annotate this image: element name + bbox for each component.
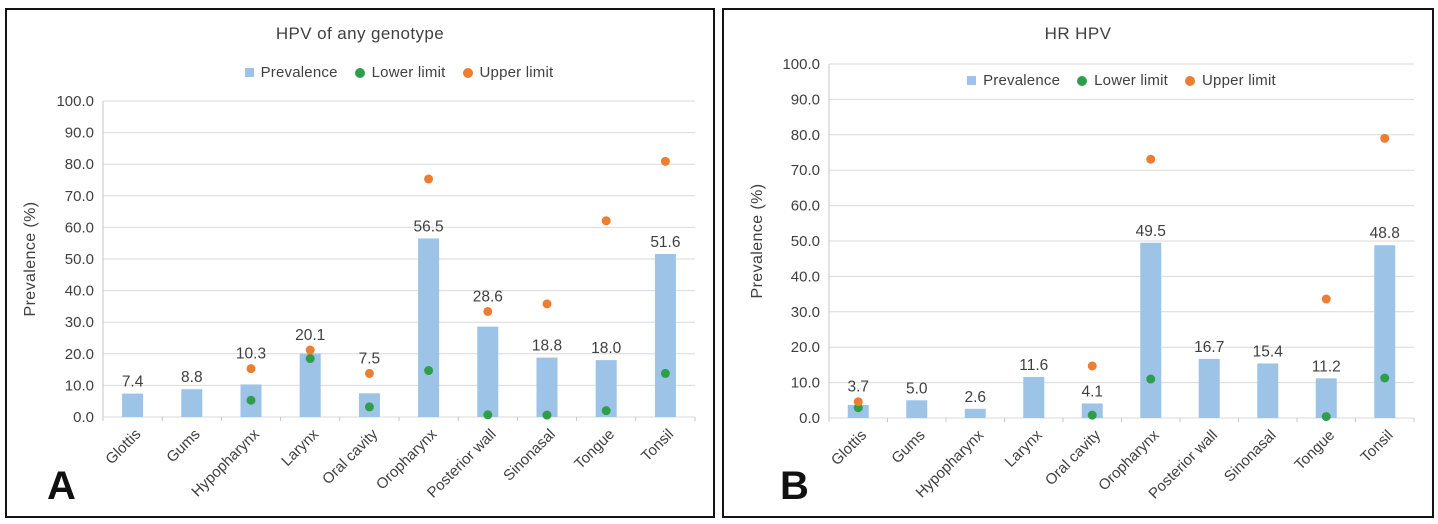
svg-text:100.0: 100.0	[782, 56, 820, 73]
chart-title-a: HPV of any genotype	[275, 24, 445, 43]
legend-label-prevalence: Prevalence	[983, 72, 1061, 89]
svg-text:60.0: 60.0	[791, 198, 820, 215]
svg-text:80.0: 80.0	[65, 156, 94, 173]
svg-text:Tongue: Tongue	[1291, 427, 1338, 474]
chart-title-b: HR HPV	[1044, 24, 1112, 43]
svg-text:Glottis: Glottis	[102, 426, 144, 468]
svg-text:7.4: 7.4	[122, 374, 144, 391]
svg-text:Oral cavity: Oral cavity	[1042, 426, 1104, 488]
svg-text:48.8: 48.8	[1370, 225, 1400, 242]
legend-item-prevalence: Prevalence	[967, 72, 1060, 89]
svg-text:40.0: 40.0	[791, 268, 820, 285]
svg-text:5.0: 5.0	[906, 380, 928, 397]
svg-text:30.0: 30.0	[65, 314, 94, 331]
svg-text:Sinonasal: Sinonasal	[500, 426, 559, 485]
svg-text:10.0: 10.0	[65, 377, 94, 394]
svg-text:90.0: 90.0	[791, 91, 820, 108]
svg-text:7.5: 7.5	[359, 350, 381, 367]
svg-text:11.2: 11.2	[1312, 358, 1341, 375]
panel-b: 0.0 10.0 20.0 30.0 40.0 50.0 60.0 70.0 80.0 90.0 1…	[722, 8, 1434, 518]
svg-text:90.0: 90.0	[65, 125, 94, 142]
panel-letter-b: B	[780, 464, 809, 508]
lower-limit-dot-icon	[1077, 75, 1088, 86]
legend-item-lower-limit: Lower limit	[354, 64, 446, 81]
svg-text:4.1: 4.1	[1081, 383, 1103, 400]
svg-text:51.6: 51.6	[650, 234, 680, 251]
lower-limit-dot-icon	[354, 67, 365, 78]
svg-text:50.0: 50.0	[65, 251, 94, 268]
svg-text:16.7: 16.7	[1194, 339, 1224, 356]
svg-text:Larynx: Larynx	[1002, 426, 1046, 470]
legend-item-upper-limit: Upper limit	[1185, 72, 1276, 89]
svg-text:70.0: 70.0	[65, 188, 94, 205]
prevalence-swatch-icon	[244, 68, 254, 77]
legend-label-upper-limit: Upper limit	[1202, 72, 1276, 89]
svg-text:80.0: 80.0	[791, 127, 820, 144]
svg-text:18.8: 18.8	[532, 338, 562, 355]
svg-text:Glottis: Glottis	[828, 427, 870, 469]
plot-area-b: 0.0 10.0 20.0 30.0 40.0 50.0 60.0 70.0 80.0 90.0 1…	[782, 56, 1415, 502]
svg-text:Gums: Gums	[163, 426, 203, 466]
panel-a: 0.0 10.0 20.0 30.0 40.0 50.0 60.0 70.0 80.0 90.0 1…	[5, 8, 715, 518]
svg-text:Tonsil: Tonsil	[638, 426, 677, 465]
upper-limit-dot-icon	[1185, 75, 1196, 86]
svg-text:Tonsil: Tonsil	[1357, 427, 1396, 466]
prevalence-swatch-icon	[967, 76, 977, 85]
svg-text:11.6: 11.6	[1019, 357, 1048, 374]
svg-text:20.0: 20.0	[65, 346, 94, 363]
svg-text:Larynx: Larynx	[278, 425, 322, 469]
svg-text:70.0: 70.0	[791, 162, 820, 179]
svg-text:Oral cavity: Oral cavity	[319, 425, 381, 487]
svg-text:Sinonasal: Sinonasal	[1221, 427, 1280, 486]
svg-text:30.0: 30.0	[791, 304, 820, 321]
svg-text:Gums: Gums	[888, 427, 928, 467]
svg-text:2.6: 2.6	[964, 389, 986, 406]
legend-label-lower-limit: Lower limit	[1094, 72, 1169, 89]
legend-label-lower-limit: Lower limit	[371, 64, 446, 81]
svg-text:3.7: 3.7	[847, 379, 869, 396]
svg-text:40.0: 40.0	[65, 283, 94, 300]
svg-text:56.5: 56.5	[414, 218, 444, 235]
svg-text:20.1: 20.1	[295, 327, 325, 344]
svg-text:Tongue: Tongue	[571, 426, 618, 473]
legend-b: Prevalence Lower limit Upper limit	[829, 72, 1414, 89]
svg-text:15.4: 15.4	[1253, 343, 1284, 360]
plot-area-a: 0.0 10.0 20.0 30.0 40.0 50.0 60.0 70.0 80.0 90.0 1…	[56, 93, 696, 501]
legend-label-prevalence: Prevalence	[260, 64, 338, 81]
svg-text:100.0: 100.0	[56, 93, 94, 110]
panel-letter-a: A	[47, 464, 76, 508]
svg-text:60.0: 60.0	[65, 219, 94, 236]
svg-text:49.5: 49.5	[1136, 223, 1166, 240]
legend-item-prevalence: Prevalence	[244, 64, 338, 81]
svg-text:28.6: 28.6	[473, 288, 503, 305]
y-axis-title-b: Prevalence (%)	[749, 183, 766, 299]
svg-text:8.8: 8.8	[181, 369, 203, 386]
svg-text:0.0: 0.0	[73, 409, 94, 426]
svg-text:50.0: 50.0	[791, 233, 820, 250]
legend-item-lower-limit: Lower limit	[1077, 72, 1168, 89]
legend-item-upper-limit: Upper limit	[462, 64, 554, 81]
legend-a: Prevalence Lower limit Upper limit	[103, 64, 695, 81]
svg-text:10.3: 10.3	[236, 346, 266, 363]
svg-text:10.0: 10.0	[791, 375, 820, 392]
svg-text:20.0: 20.0	[791, 339, 820, 356]
upper-limit-dot-icon	[462, 67, 473, 78]
svg-text:18.0: 18.0	[591, 340, 622, 357]
legend-label-upper-limit: Upper limit	[479, 64, 554, 81]
svg-text:0.0: 0.0	[799, 410, 820, 427]
y-axis-title-a: Prevalence (%)	[22, 201, 39, 317]
